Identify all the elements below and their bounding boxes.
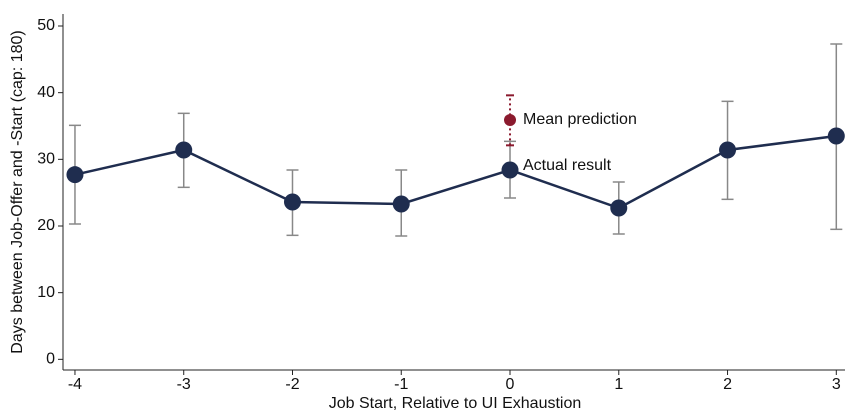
x-axis-title: Job Start, Relative to UI Exhaustion (329, 395, 582, 412)
data-point (392, 195, 410, 213)
data-point (610, 199, 628, 217)
data-point (175, 141, 193, 159)
y-tick-label: 30 (37, 151, 55, 168)
data-point (827, 127, 845, 145)
data-point (501, 161, 519, 179)
data-point (283, 193, 301, 211)
y-tick-label: 0 (46, 351, 55, 368)
x-tick-label: -1 (394, 376, 408, 393)
x-tick-label: -4 (68, 376, 82, 393)
series-label: Mean prediction (523, 111, 637, 128)
y-tick-label: 40 (37, 84, 55, 101)
data-point (719, 141, 737, 159)
x-tick-label: 0 (506, 376, 515, 393)
x-tick-label: 3 (832, 376, 841, 393)
series-label: Actual result (523, 157, 612, 174)
data-point (66, 166, 84, 184)
x-tick-label: -3 (177, 376, 191, 393)
series-line (74, 134, 837, 210)
data-point (504, 114, 517, 126)
y-tick-label: 20 (37, 217, 55, 234)
x-tick-label: 1 (614, 376, 623, 393)
y-axis-title: Days between Job-Offer and -Start (cap: … (9, 30, 26, 353)
y-tick-label: 10 (37, 284, 55, 301)
y-tick-label: 50 (37, 17, 55, 34)
x-tick-label: 2 (723, 376, 732, 393)
x-tick-label: -2 (285, 376, 299, 393)
